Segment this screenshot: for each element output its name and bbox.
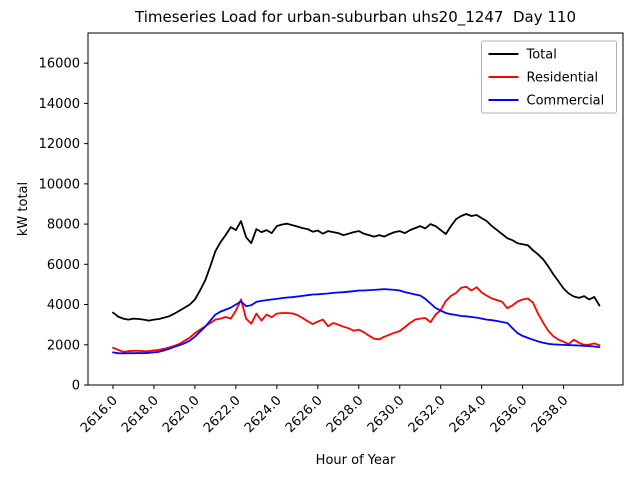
x-tick-label: 2636.0	[488, 393, 531, 436]
chart-title: Timeseries Load for urban-suburban uhs20…	[134, 8, 576, 27]
x-tick-label: 2630.0	[365, 393, 408, 436]
y-axis-label: kW total	[16, 182, 31, 236]
x-tick-label: 2618.0	[119, 393, 162, 436]
x-tick-label: 2638.0	[529, 393, 572, 436]
y-tick-label: 6000	[47, 258, 80, 273]
y-tick-label: 10000	[39, 177, 80, 192]
y-tick-label: 8000	[47, 218, 80, 233]
line-commercial	[112, 288, 601, 355]
y-tick-label: 16000	[39, 57, 80, 72]
legend-label-total: Total	[526, 48, 557, 63]
line-total	[112, 213, 601, 322]
line-residential	[112, 285, 601, 353]
x-axis-label: Hour of Year	[316, 453, 396, 468]
x-tick-label: 2622.0	[201, 393, 244, 436]
y-tick-label: 14000	[39, 97, 80, 112]
x-tick-label: 2628.0	[324, 393, 367, 436]
y-tick-label: 12000	[39, 137, 80, 152]
axes-frame	[87, 32, 624, 386]
y-tick-label: 4000	[47, 298, 80, 313]
y-tick-label: 0	[72, 379, 80, 394]
x-tick-label: 2624.0	[242, 393, 285, 436]
y-tick-label: 2000	[47, 338, 80, 353]
x-tick-label: 2616.0	[78, 393, 121, 436]
x-tick-label: 2634.0	[447, 393, 490, 436]
x-tick-label: 2626.0	[283, 393, 326, 436]
legend-label-commercial: Commercial	[527, 94, 605, 109]
x-tick-label: 2620.0	[160, 393, 203, 436]
x-tick-label: 2632.0	[406, 393, 449, 436]
data-series-lines	[112, 213, 601, 355]
legend: Total Residential Commercial	[481, 40, 617, 114]
legend-label-residential: Residential	[527, 71, 599, 86]
legend-box	[481, 40, 617, 114]
